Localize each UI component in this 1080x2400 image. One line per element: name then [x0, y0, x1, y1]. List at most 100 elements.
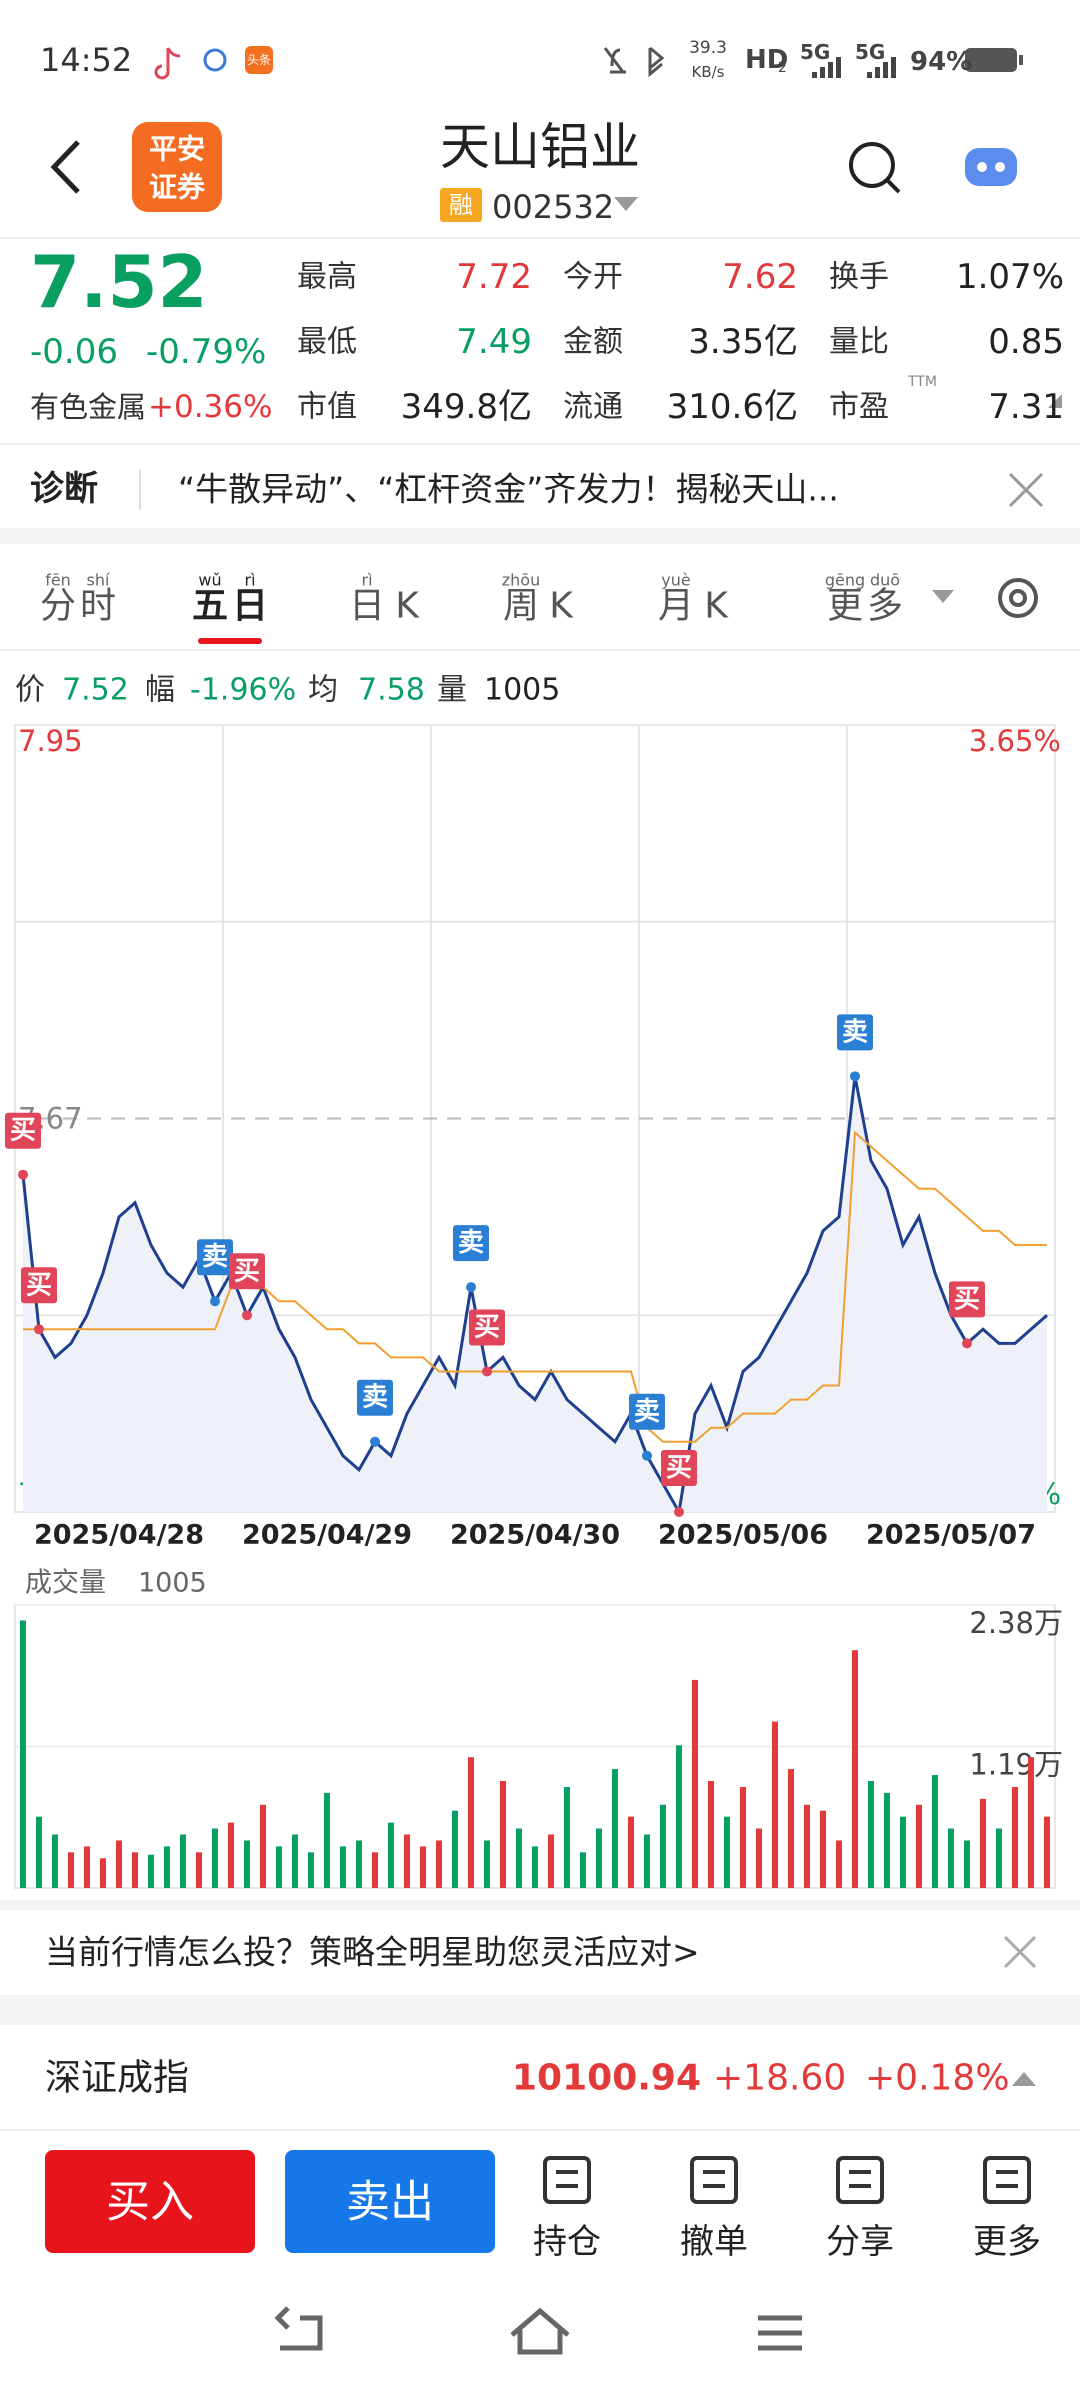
action-button[interactable]	[543, 2156, 591, 2204]
tab-label[interactable]: 日	[349, 586, 385, 627]
action-label: 分享	[826, 2222, 894, 2262]
nav-back[interactable]	[274, 2306, 323, 2351]
volume-bar	[356, 1840, 362, 1888]
volume-bar	[1028, 1757, 1034, 1888]
mute-icon	[603, 47, 626, 74]
tab-pinyin: zhōu	[502, 571, 540, 590]
tab-label[interactable]: K	[395, 586, 420, 627]
y-tick-label: 1.19万	[969, 1748, 1063, 1782]
nav-home[interactable]	[510, 2307, 570, 2355]
gear-outer	[998, 578, 1038, 618]
separator	[0, 1900, 1080, 1910]
signal-bar	[828, 62, 833, 78]
trade-dot	[642, 1450, 652, 1461]
search-handle	[885, 178, 901, 194]
trade-marker-text: 买	[954, 1284, 980, 1314]
trade-marker-text: 卖	[634, 1397, 660, 1427]
trade-marker	[469, 1309, 505, 1346]
volume-bar	[244, 1840, 250, 1888]
margin-badge-text: 融	[449, 191, 473, 219]
action-button[interactable]	[690, 2156, 738, 2204]
trade-marker	[229, 1253, 265, 1290]
status-badge: 头条	[247, 53, 271, 67]
buy-label: 买入	[106, 2177, 194, 2228]
dropdown-arrow[interactable]	[614, 197, 638, 211]
volume-bar	[516, 1828, 522, 1888]
expand-arrow[interactable]	[1012, 2072, 1036, 2086]
trade-marker-text: 买	[26, 1270, 52, 1300]
x-tick-label: 2025/05/06	[658, 1520, 828, 1551]
info-value: -1.96%	[190, 673, 296, 708]
stat-value: 7.31	[988, 387, 1064, 427]
action-icon	[690, 2156, 738, 2204]
nav-menu[interactable]	[758, 2315, 802, 2351]
action-icon-detail	[849, 2170, 871, 2188]
close-button[interactable]	[1008, 472, 1044, 508]
action-button[interactable]	[983, 2156, 1031, 2204]
x-tick-label: 2025/04/28	[34, 1520, 204, 1551]
sell-button[interactable]	[285, 2150, 495, 2253]
trade-marker	[453, 1225, 489, 1262]
more-arrow[interactable]	[932, 590, 954, 603]
volume-bar	[260, 1804, 266, 1888]
stat-label: 市盈	[829, 390, 889, 425]
close-button[interactable]	[1003, 1935, 1037, 1969]
nav-bar	[274, 2306, 802, 2355]
trade-dot	[482, 1366, 492, 1377]
tab-label[interactable]: K	[549, 586, 574, 627]
action-label: 更多	[973, 2222, 1041, 2262]
volume-bar	[964, 1840, 970, 1888]
tab-label[interactable]: 日	[232, 586, 268, 627]
tab-label[interactable]: 多	[867, 586, 903, 627]
index-change: +18.60	[713, 2058, 846, 2099]
volume-bar	[788, 1769, 794, 1888]
tab-label[interactable]: 五	[192, 586, 228, 627]
stat-value: 1.07%	[956, 257, 1064, 297]
tab-pinyin: rì	[361, 571, 372, 590]
trade-marker	[837, 1014, 873, 1051]
tab-pinyin: gēng	[825, 571, 865, 590]
tab-label[interactable]: 更	[827, 586, 863, 627]
settings-button[interactable]	[998, 578, 1038, 618]
info-value: 7.52	[62, 673, 129, 708]
trade-marker	[197, 1239, 233, 1276]
logo-text: 平安	[149, 133, 205, 166]
volume-bar	[644, 1834, 650, 1888]
signal-bar	[875, 67, 880, 78]
tab-label[interactable]: 月	[658, 586, 694, 627]
trade-dot	[210, 1296, 220, 1307]
stat-label: 市值	[297, 390, 357, 425]
volume-value: 1005	[138, 1568, 207, 1599]
volume-bar	[420, 1846, 426, 1888]
back-button[interactable]	[50, 140, 80, 194]
volume-bar	[804, 1804, 810, 1888]
robot-eye	[995, 162, 1005, 172]
trade-dot	[18, 1169, 28, 1180]
tab-label[interactable]: 时	[80, 586, 116, 627]
stat-value: 7.49	[456, 322, 532, 362]
action-button[interactable]	[836, 2156, 884, 2204]
action-icon-detail	[996, 2170, 1018, 2188]
stock-name: 天山铝业	[440, 118, 640, 176]
tab-label[interactable]: 分	[40, 586, 76, 627]
volume-bar	[452, 1810, 458, 1888]
volume-bar	[116, 1840, 122, 1888]
net-type: 5G	[855, 40, 885, 64]
volume-bar	[180, 1834, 186, 1888]
tab-label[interactable]: 周	[503, 586, 539, 627]
volume-bar	[468, 1757, 474, 1888]
volume-bar	[340, 1846, 346, 1888]
buy-button[interactable]	[45, 2150, 255, 2253]
volume-bar	[740, 1786, 746, 1888]
action-icon	[836, 2156, 884, 2204]
volume-bar	[772, 1721, 778, 1888]
net-speed: 39.3	[689, 38, 727, 58]
assistant-button[interactable]	[965, 148, 1017, 186]
trade-marker	[357, 1379, 393, 1416]
search-button[interactable]	[849, 142, 895, 188]
sector-pct: +0.36%	[148, 389, 272, 425]
tab-label[interactable]: K	[704, 586, 729, 627]
banner-text[interactable]: 当前行情怎么投？策略全明星助您灵活应对>	[45, 1933, 700, 1972]
tab-indicator	[198, 638, 262, 644]
stock-code: 002532	[492, 188, 614, 226]
